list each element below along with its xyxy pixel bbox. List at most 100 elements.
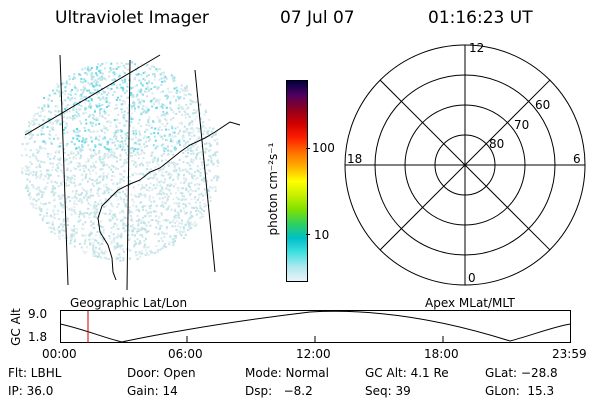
emission-dot bbox=[26, 178, 29, 181]
emission-dot bbox=[157, 145, 159, 148]
emission-dot bbox=[173, 146, 176, 149]
emission-dot bbox=[188, 134, 191, 136]
emission-dot bbox=[79, 183, 82, 186]
emission-dot bbox=[117, 113, 120, 116]
emission-dot bbox=[129, 116, 132, 119]
emission-dot bbox=[194, 101, 197, 103]
emission-dot bbox=[90, 165, 93, 168]
emission-dot bbox=[180, 199, 183, 201]
emission-dot bbox=[151, 189, 154, 192]
emission-dot bbox=[189, 188, 192, 191]
emission-dot bbox=[79, 168, 82, 171]
emission-dot bbox=[66, 104, 69, 106]
emission-dot bbox=[209, 199, 212, 202]
emission-dot bbox=[48, 133, 51, 136]
emission-dot bbox=[84, 106, 87, 109]
emission-dot bbox=[177, 186, 179, 189]
emission-dot bbox=[147, 124, 150, 127]
emission-dot bbox=[121, 103, 124, 106]
emission-dot bbox=[80, 97, 83, 100]
emission-dot bbox=[99, 199, 102, 202]
emission-dot bbox=[77, 88, 80, 91]
emission-dot bbox=[91, 237, 94, 240]
emission-dot bbox=[74, 97, 76, 100]
emission-dot bbox=[96, 105, 99, 108]
emission-dot bbox=[180, 182, 182, 184]
emission-dot bbox=[168, 161, 170, 164]
emission-dot bbox=[61, 180, 64, 183]
emission-dot bbox=[128, 168, 131, 171]
emission-dot bbox=[115, 137, 118, 140]
emission-dot bbox=[104, 111, 107, 114]
emission-dot bbox=[126, 161, 128, 164]
emission-dot bbox=[100, 225, 103, 228]
emission-dot bbox=[68, 196, 71, 198]
emission-dot bbox=[182, 192, 185, 195]
emission-dot bbox=[95, 136, 98, 139]
emission-dot bbox=[143, 135, 146, 138]
emission-dot bbox=[158, 169, 161, 172]
emission-dot bbox=[146, 212, 149, 215]
emission-dot bbox=[75, 134, 78, 137]
emission-dot bbox=[181, 113, 184, 116]
emission-dot bbox=[148, 186, 151, 189]
emission-dot bbox=[137, 157, 140, 160]
emission-dot bbox=[173, 237, 176, 240]
emission-dot bbox=[165, 139, 168, 142]
emission-dot bbox=[163, 80, 166, 83]
emission-dot bbox=[199, 171, 202, 174]
emission-dot bbox=[132, 174, 134, 177]
emission-dot bbox=[107, 104, 110, 107]
emission-dot bbox=[143, 143, 146, 146]
emission-dot bbox=[39, 189, 42, 192]
emission-dot bbox=[159, 190, 162, 193]
emission-dot bbox=[52, 226, 55, 229]
emission-dot bbox=[93, 213, 96, 216]
emission-dot bbox=[69, 152, 72, 155]
emission-dot bbox=[130, 107, 133, 110]
emission-dot bbox=[73, 235, 76, 238]
emission-dot bbox=[161, 171, 164, 174]
emission-dot bbox=[122, 64, 125, 67]
emission-dot bbox=[158, 181, 161, 184]
emission-dot bbox=[179, 143, 181, 146]
emission-dot bbox=[47, 169, 50, 172]
emission-dot bbox=[144, 214, 147, 217]
emission-dot bbox=[70, 207, 73, 210]
emission-dot bbox=[109, 212, 111, 215]
emission-dot bbox=[207, 159, 210, 162]
emission-dot bbox=[79, 165, 82, 167]
emission-dot bbox=[62, 206, 65, 209]
emission-dot bbox=[110, 194, 113, 197]
emission-dot bbox=[95, 80, 98, 83]
mlt-label-12: 12 bbox=[469, 41, 484, 55]
emission-dot bbox=[80, 198, 83, 201]
emission-dot bbox=[137, 224, 140, 227]
emission-dot bbox=[133, 194, 136, 197]
emission-dot bbox=[189, 223, 192, 226]
emission-dot bbox=[179, 130, 181, 133]
emission-dot bbox=[104, 67, 106, 70]
emission-dot bbox=[146, 172, 149, 175]
emission-dot bbox=[43, 104, 46, 107]
emission-dot bbox=[144, 140, 147, 143]
emission-dot bbox=[184, 168, 187, 171]
emission-dot bbox=[102, 137, 105, 140]
emission-dot bbox=[177, 173, 180, 175]
emission-dot bbox=[153, 78, 156, 81]
emission-dot bbox=[169, 107, 172, 110]
emission-dot bbox=[25, 154, 28, 157]
emission-dot bbox=[137, 218, 140, 221]
emission-dot bbox=[74, 114, 77, 117]
emission-dot bbox=[183, 97, 186, 100]
emission-dot bbox=[120, 165, 123, 168]
emission-dot bbox=[49, 174, 52, 177]
emission-dot bbox=[159, 224, 162, 227]
x-tick-2359: 23:59 bbox=[552, 347, 587, 361]
emission-dot bbox=[89, 170, 92, 173]
lat-label-70: 70 bbox=[514, 118, 529, 132]
emission-dot bbox=[107, 156, 110, 159]
emission-dot bbox=[166, 153, 169, 156]
emission-dot bbox=[86, 190, 89, 193]
emission-dot bbox=[184, 180, 187, 182]
